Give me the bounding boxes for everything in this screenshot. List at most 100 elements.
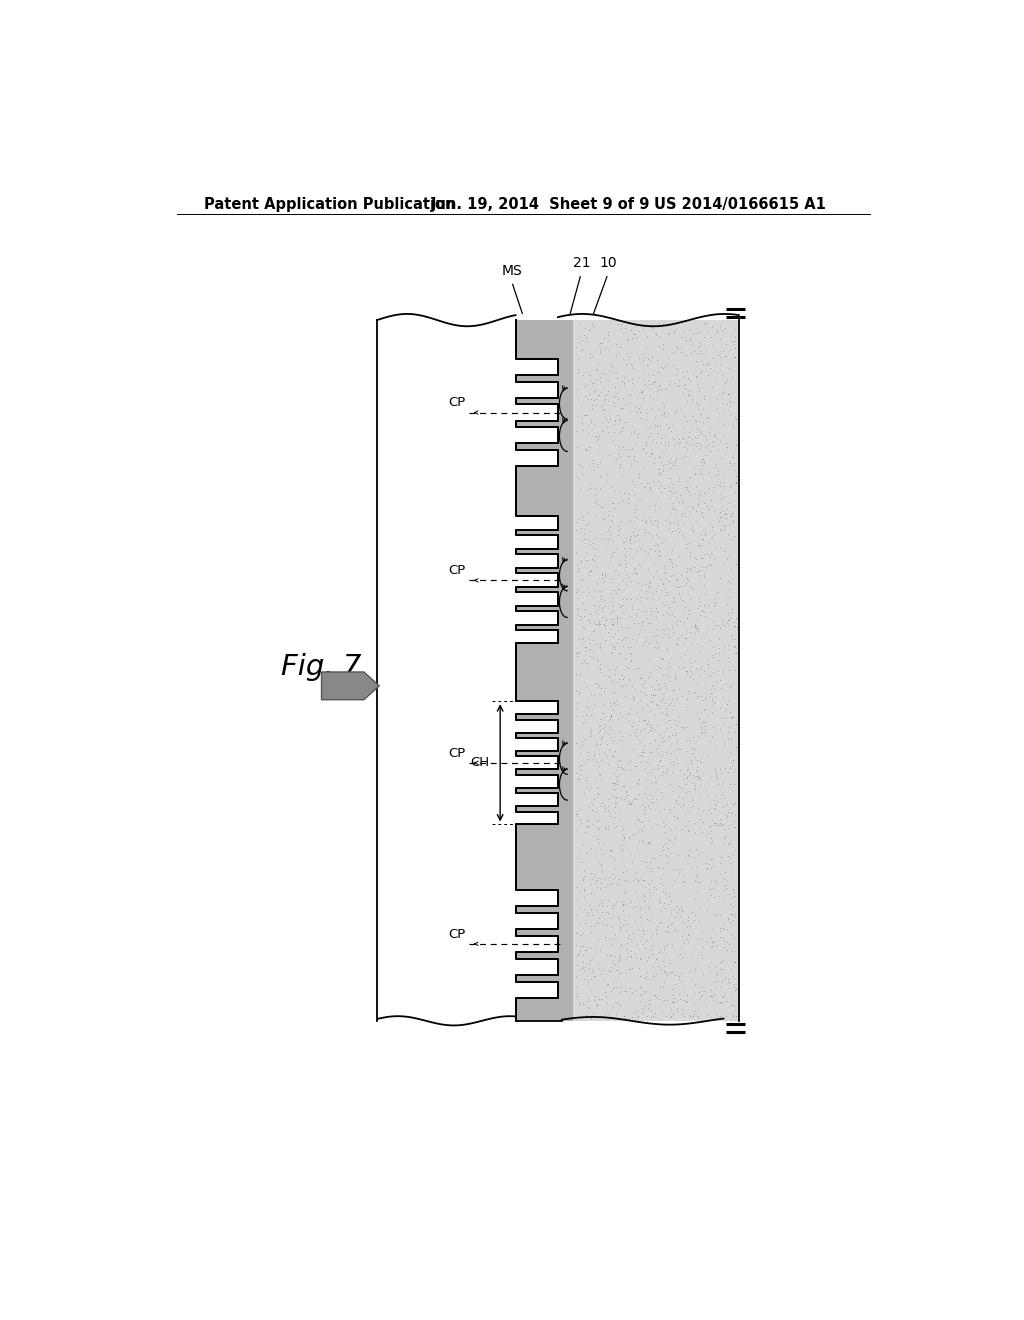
Point — [623, 642, 639, 663]
Point — [716, 540, 732, 561]
Point — [688, 618, 705, 639]
Point — [693, 454, 710, 475]
Point — [618, 948, 635, 969]
Point — [649, 416, 666, 437]
Point — [685, 737, 701, 758]
Point — [648, 414, 665, 436]
Point — [717, 862, 733, 883]
Point — [692, 341, 709, 362]
Point — [679, 928, 695, 949]
Point — [691, 751, 708, 772]
Point — [679, 477, 695, 498]
Point — [681, 433, 697, 454]
Point — [672, 759, 688, 780]
Point — [578, 327, 594, 348]
Point — [635, 710, 651, 731]
Point — [649, 694, 666, 715]
Point — [689, 342, 706, 363]
Point — [649, 779, 666, 800]
Point — [621, 529, 637, 550]
Point — [645, 371, 662, 392]
Point — [592, 709, 608, 730]
Point — [675, 975, 691, 997]
Point — [706, 426, 722, 447]
Point — [598, 384, 614, 405]
Point — [715, 413, 731, 434]
Point — [621, 752, 637, 774]
Point — [693, 715, 710, 737]
Polygon shape — [515, 359, 558, 375]
Point — [621, 511, 637, 532]
Point — [629, 507, 645, 528]
Point — [685, 578, 701, 599]
Polygon shape — [515, 756, 558, 770]
Point — [657, 562, 674, 583]
Point — [690, 909, 707, 931]
Point — [614, 602, 631, 623]
Point — [618, 675, 635, 696]
Point — [715, 610, 731, 631]
Point — [700, 1005, 717, 1026]
Point — [725, 750, 741, 771]
Point — [587, 771, 603, 792]
Point — [641, 899, 657, 920]
Point — [695, 715, 712, 737]
Point — [633, 380, 649, 401]
Point — [640, 374, 656, 395]
Point — [687, 548, 703, 569]
Point — [697, 606, 714, 627]
Point — [687, 351, 703, 372]
Point — [606, 396, 623, 417]
Point — [665, 780, 681, 801]
Point — [624, 958, 640, 979]
Point — [635, 437, 651, 458]
Point — [613, 738, 630, 759]
Point — [635, 318, 651, 339]
Point — [712, 813, 728, 834]
Point — [658, 711, 675, 733]
Point — [577, 404, 593, 425]
Point — [606, 681, 623, 702]
Point — [727, 804, 743, 825]
Point — [657, 863, 674, 884]
Point — [692, 685, 709, 706]
Point — [588, 936, 604, 957]
Point — [644, 944, 660, 965]
Point — [725, 810, 741, 832]
Point — [666, 322, 682, 343]
Point — [590, 912, 606, 933]
Point — [655, 404, 672, 425]
Point — [669, 858, 685, 879]
Point — [664, 428, 680, 449]
Point — [673, 717, 689, 738]
Point — [630, 774, 646, 795]
Point — [569, 767, 586, 788]
Point — [608, 1003, 625, 1024]
Point — [715, 795, 731, 816]
Point — [724, 751, 740, 772]
Point — [722, 506, 738, 527]
Point — [604, 634, 621, 655]
Point — [727, 616, 743, 638]
Point — [706, 972, 722, 993]
Point — [711, 638, 727, 659]
Point — [702, 326, 719, 347]
Point — [680, 758, 696, 779]
Point — [706, 432, 722, 453]
Point — [721, 660, 737, 681]
Point — [712, 927, 728, 948]
Point — [647, 322, 664, 343]
Point — [606, 859, 623, 880]
Point — [593, 528, 609, 549]
Point — [702, 979, 719, 1001]
Point — [592, 612, 608, 634]
Point — [659, 916, 676, 937]
Point — [583, 915, 599, 936]
Point — [694, 656, 711, 677]
Point — [635, 673, 651, 694]
Point — [676, 932, 692, 953]
Point — [714, 392, 730, 413]
Point — [674, 818, 690, 840]
Point — [571, 521, 588, 543]
Point — [635, 850, 651, 871]
